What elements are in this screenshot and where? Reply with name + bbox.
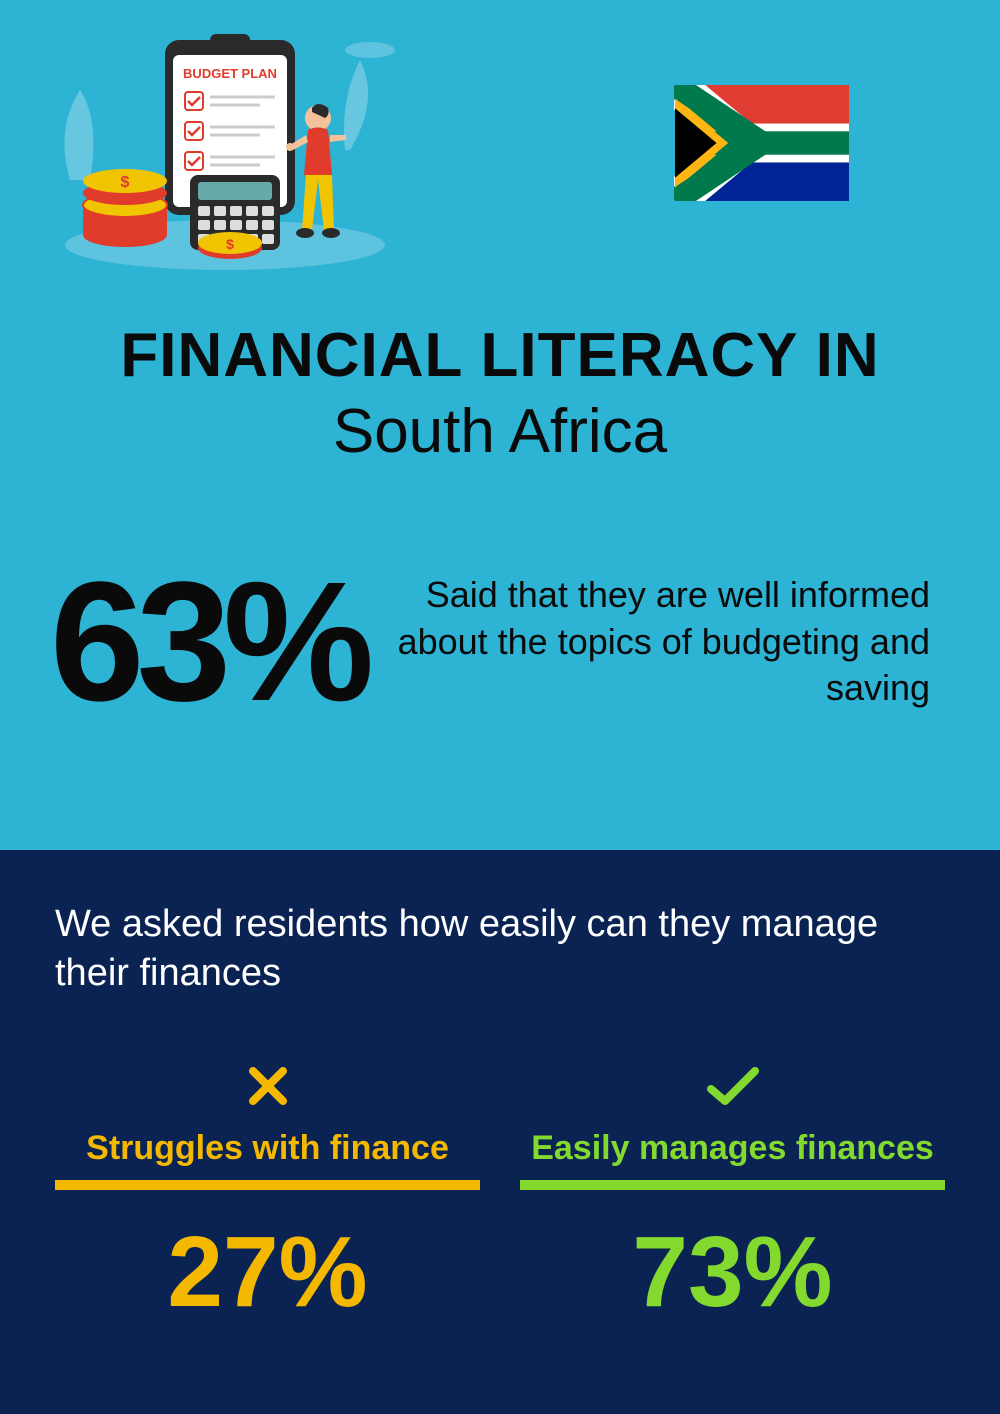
result-label-manages: Easily manages finances <box>520 1129 945 1168</box>
results-row: Struggles with finance 27% Easily manage… <box>55 1059 945 1330</box>
title-main: FINANCIAL LITERACY IN <box>50 320 950 391</box>
check-icon <box>520 1059 945 1114</box>
svg-text:$: $ <box>121 174 130 191</box>
title-block: FINANCIAL LITERACY IN South Africa <box>50 320 950 467</box>
header-row: BUDGET PLAN <box>50 30 950 280</box>
cross-icon <box>55 1059 480 1114</box>
south-africa-flag <box>674 85 850 206</box>
bottom-section: We asked residents how easily can they m… <box>0 850 1000 1414</box>
svg-text:BUDGET PLAN: BUDGET PLAN <box>183 66 277 81</box>
result-manages: Easily manages finances 73% <box>520 1059 945 1330</box>
headline-description: Said that they are well informed about t… <box>396 572 950 712</box>
underline-struggles <box>55 1180 480 1190</box>
title-sub: South Africa <box>50 396 950 467</box>
result-label-struggles: Struggles with finance <box>55 1129 480 1168</box>
svg-text:$: $ <box>226 236 234 252</box>
headline-percent: 63% <box>50 557 366 727</box>
headline-stat: 63% Said that they are well informed abo… <box>50 557 950 727</box>
result-struggles: Struggles with finance 27% <box>55 1059 480 1330</box>
underline-manages <box>520 1180 945 1190</box>
result-percent-struggles: 27% <box>55 1215 480 1330</box>
top-section: BUDGET PLAN <box>0 0 1000 850</box>
question-text: We asked residents how easily can they m… <box>55 900 945 999</box>
result-percent-manages: 73% <box>520 1215 945 1330</box>
budget-plan-illustration: BUDGET PLAN <box>50 30 400 270</box>
